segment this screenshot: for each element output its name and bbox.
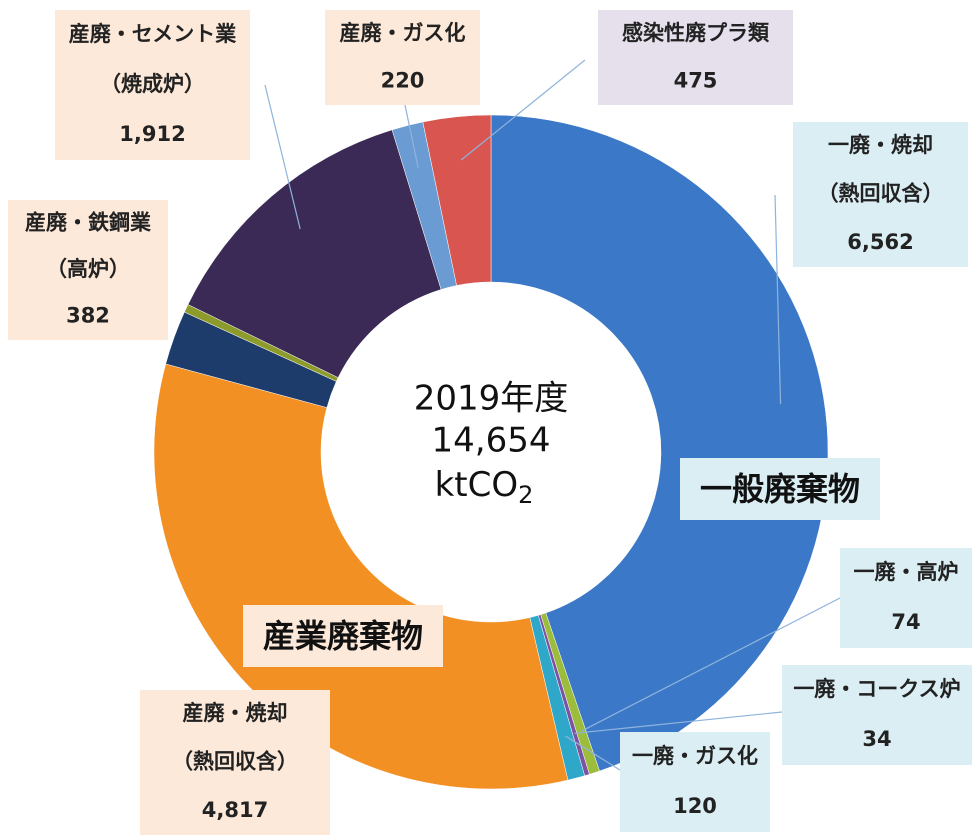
label-box [140,690,330,835]
value-label: 120 [673,794,717,818]
label-name: 一廃・ガス化 [632,744,758,768]
annotation: 一般廃棄物 [700,470,860,508]
label-name: 産廃・鉄鋼業 [25,210,152,234]
label-box [55,10,250,160]
label-name: （熱回収含） [172,750,298,774]
slice [187,129,442,378]
annotation: 産業廃棄物 [263,617,423,655]
leader-line [574,711,783,734]
label-box [598,10,793,105]
label-name: 産廃・焼却 [183,701,288,725]
label-box [325,10,480,105]
label-box [620,732,770,832]
label-name: 一廃・高炉 [854,560,959,584]
value-label: 74 [891,610,920,634]
label-name: 産廃・ガス化 [340,21,466,45]
label-name: 一廃・焼却 [828,133,933,157]
value-label: 475 [674,68,718,92]
unit: ktCO [435,465,519,505]
label-name: （高炉） [46,257,130,281]
center-unit: ktCO2 [435,465,534,510]
value-label: 382 [66,304,110,328]
label-name: 一廃・コークス炉 [793,677,960,701]
value-label: 1,912 [119,122,185,146]
value-label: 6,562 [847,230,913,254]
labels: 一廃・焼却 （熱回収含） 6,562 一廃・高炉 74 一廃・コークス炉 34 一廃・ガス化 1… [8,10,972,835]
label-box [793,122,968,267]
value-label: 220 [381,68,425,92]
leader-line [264,84,301,230]
leader-line [460,59,586,161]
slice [153,363,569,790]
slice [490,114,829,772]
value-label: 4,817 [202,798,268,822]
label-name: 感染性廃プラ類 [622,21,770,45]
annotation-box [680,458,880,520]
leader-line [404,104,419,168]
center-total: 14,654 [432,421,551,461]
leader-line [774,194,782,405]
label-name: （焼成炉） [100,72,205,96]
label-box [8,200,168,340]
unit-sub: 2 [518,481,533,509]
label-name: 産廃・セメント業 [69,22,238,46]
label-box [840,548,972,648]
value-label: 34 [862,727,891,751]
slices [153,114,829,790]
label-name: （熱回収含） [818,182,944,206]
center-year: 2019年度 [414,379,569,419]
slice [422,114,492,286]
label-box [782,665,972,765]
leader-line [564,735,621,771]
leader-line [580,597,841,732]
annotation-box [243,605,443,667]
